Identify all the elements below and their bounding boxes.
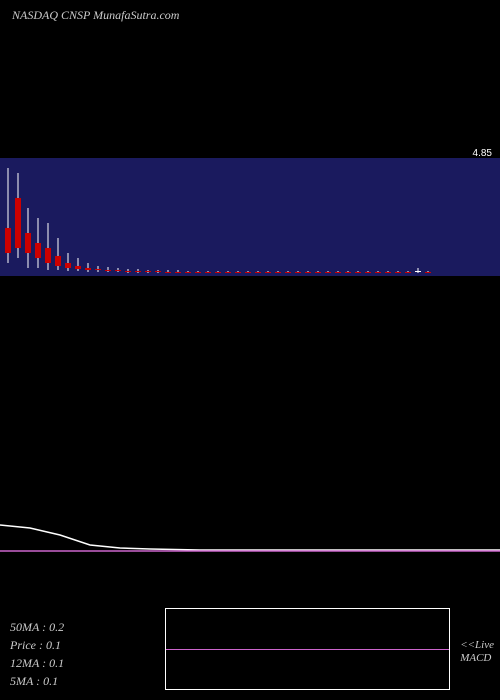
macd-center-line: [166, 649, 449, 650]
chart-header: NASDAQ CNSP MunafaSutra.com: [12, 8, 179, 23]
ma-line-white: [0, 525, 500, 550]
macd-label: <<Live MACD: [460, 639, 494, 665]
info-50ma: 50MA : 0.2: [10, 618, 64, 636]
macd-label-prefix: <<Live: [460, 639, 494, 652]
moving-average-svg: [0, 520, 500, 560]
indicator-info-box: 50MA : 0.2 Price : 0.1 12MA : 0.1 5MA : …: [10, 618, 64, 690]
candlestick-panel: [0, 158, 500, 276]
candlestick-svg: [0, 158, 500, 276]
info-12ma: 12MA : 0.1: [10, 654, 64, 672]
macd-panel: [165, 608, 450, 690]
info-5ma: 5MA : 0.1: [10, 672, 64, 690]
moving-average-panel: [0, 520, 500, 560]
ticker-source-label: NASDAQ CNSP MunafaSutra.com: [12, 8, 179, 22]
info-price: Price : 0.1: [10, 636, 64, 654]
macd-label-text: MACD: [460, 652, 494, 665]
